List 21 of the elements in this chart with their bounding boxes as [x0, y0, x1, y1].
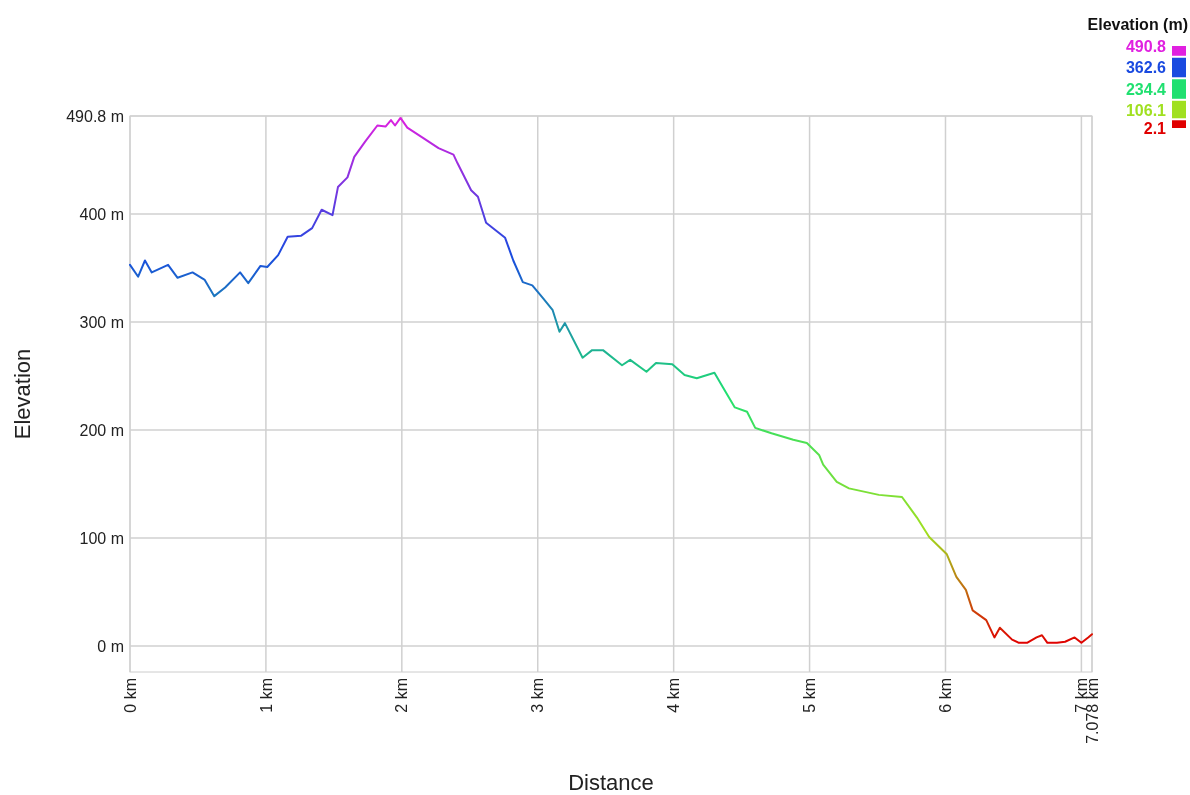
y-tick-label: 200 m [79, 421, 124, 439]
x-tick-label: 4 km [665, 678, 683, 713]
x-tick-label: 3 km [529, 678, 547, 713]
x-axis-title: Distance [568, 770, 654, 795]
color-bar-label: 234.4 [1125, 80, 1167, 98]
y-tick-label: 490.8 m [66, 107, 124, 125]
color-bar-label: 490.8 [1125, 37, 1167, 55]
color-bar-label: 106.1 [1125, 102, 1167, 120]
x-tick-label: 0 km [121, 678, 139, 713]
x-tick-label: 1 km [257, 678, 275, 713]
y-tick-label: 400 m [79, 205, 124, 223]
color-bar-label: 2.1 [1143, 119, 1167, 137]
color-bar-title: Elevation (m) [1087, 16, 1188, 33]
y-tick-label: 300 m [79, 313, 124, 331]
y-tick-label: 0 m [97, 637, 124, 655]
x-tick-label: 5 km [801, 678, 819, 713]
y-axis-title: Elevation [10, 348, 35, 440]
x-tick-label: 6 km [937, 678, 955, 713]
color-bar-label: 362.6 [1125, 59, 1167, 77]
y-tick-label: 100 m [79, 529, 124, 547]
x-tick-label: 2 km [393, 678, 411, 713]
